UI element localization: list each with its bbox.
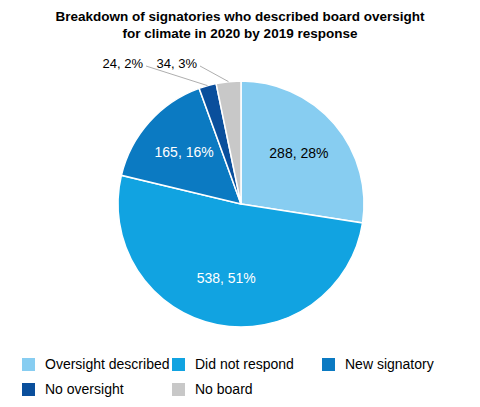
svg-text:34, 3%: 34, 3% <box>157 56 198 71</box>
html-text:No board: No board <box>195 381 253 397</box>
svg-text:538, 51%: 538, 51% <box>197 270 256 286</box>
html-text:Breakdown of signatories who d: Breakdown of signatories who described b… <box>55 9 425 41</box>
html-text:Did not respond: Did not respond <box>195 356 294 372</box>
html-text:No oversight: No oversight <box>45 381 124 397</box>
svg-text:24, 2%: 24, 2% <box>103 56 144 71</box>
html-text:New signatory: New signatory <box>345 356 434 372</box>
svg-text:165, 16%: 165, 16% <box>155 144 214 160</box>
html-text:Oversight described: Oversight described <box>45 356 170 372</box>
svg-text:288, 28%: 288, 28% <box>269 145 328 161</box>
